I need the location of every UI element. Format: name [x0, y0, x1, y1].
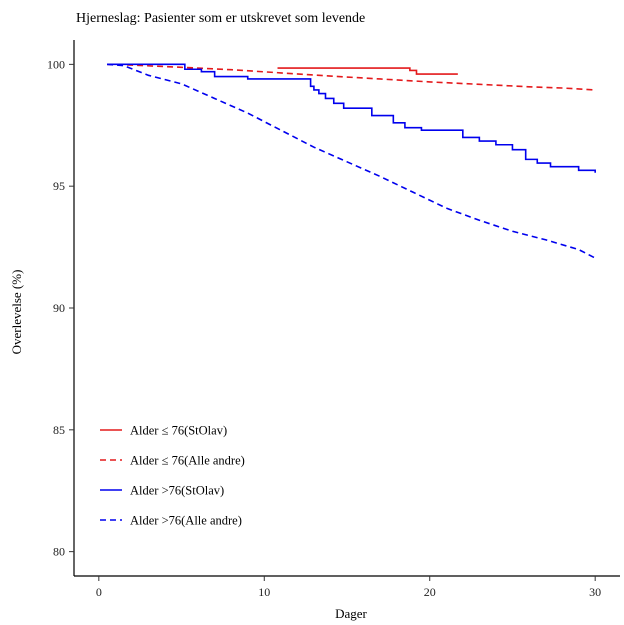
- x-tick-label: 0: [96, 585, 102, 599]
- y-tick-label: 90: [53, 301, 65, 315]
- legend: Alder ≤ 76(StOlav) Alder ≤ 76(Alle andre)…: [100, 424, 245, 528]
- legend-label-2: Alder ≤ 76(Alle andre): [130, 454, 245, 468]
- series-line-1: [277, 67, 458, 75]
- x-tick-label: 10: [258, 585, 270, 599]
- legend-label-3: Alder >76(StOlav): [130, 484, 224, 498]
- y-tick-label: 80: [53, 545, 65, 559]
- series-line-3: [107, 63, 596, 173]
- y-tick-label: 95: [53, 179, 65, 193]
- x-axis-title: Dager: [335, 606, 367, 621]
- plot-area: [107, 63, 596, 259]
- x-tick-label: 20: [424, 585, 436, 599]
- y-tick-label: 85: [53, 423, 65, 437]
- chart-title: Hjerneslag: Pasienter som er utskrevet s…: [76, 11, 365, 26]
- legend-label-1: Alder ≤ 76(StOlav): [130, 424, 227, 438]
- y-tick-label: 100: [47, 57, 65, 71]
- legend-label-4: Alder >76(Alle andre): [130, 514, 242, 528]
- y-axis: 80 85 90 95 100: [47, 40, 75, 576]
- x-axis: 0 10 20 30: [74, 575, 620, 599]
- x-tick-label: 30: [589, 585, 601, 599]
- y-axis-title: Overlevelse (%): [9, 270, 24, 355]
- series-line-4: [107, 63, 596, 259]
